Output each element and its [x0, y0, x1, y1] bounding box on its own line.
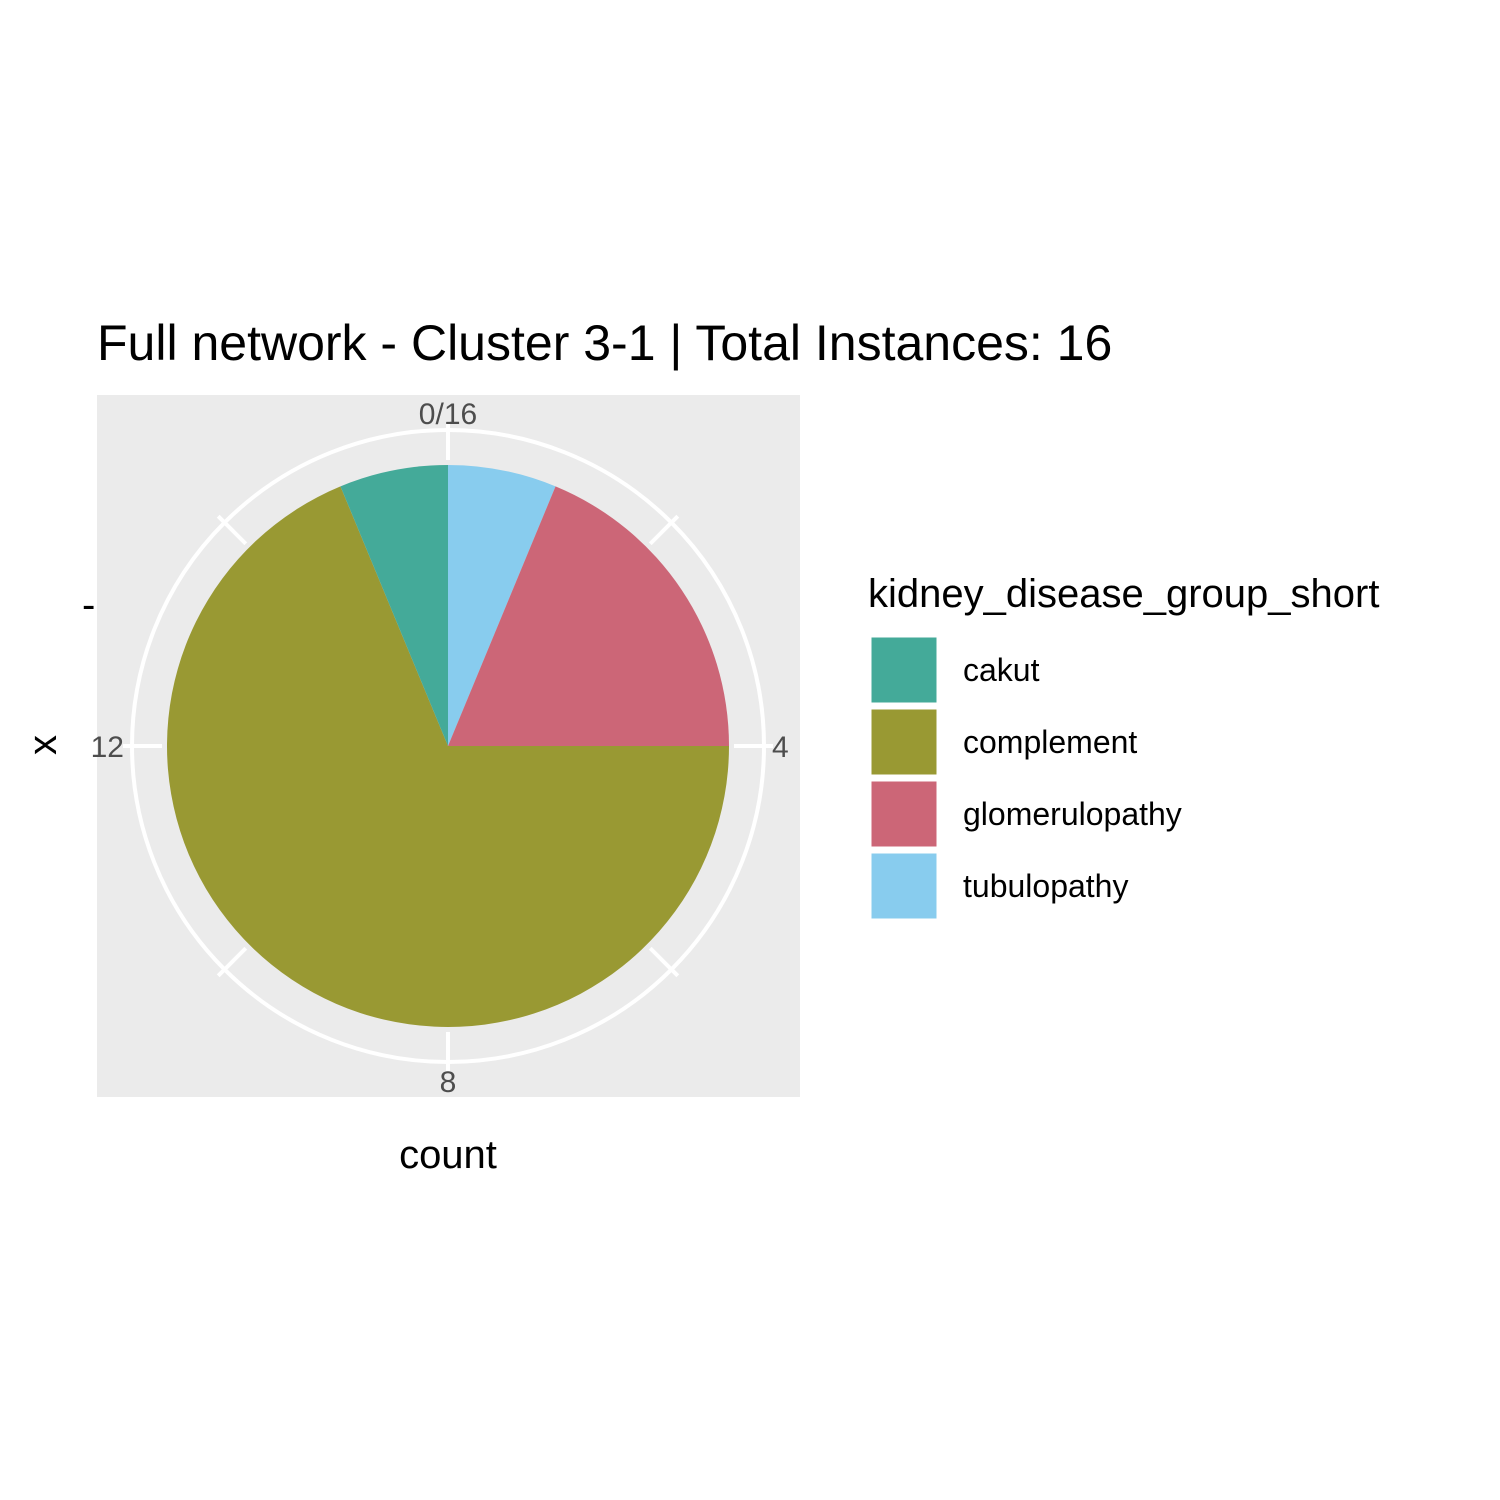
theta-tick-label: 8: [440, 1066, 457, 1099]
grid-spoke: [648, 514, 680, 546]
pie-slice-complement: [166, 486, 729, 1027]
legend-key-cakut: [868, 634, 940, 706]
legend-key-complement: [868, 706, 940, 778]
chart-title: Full network - Cluster 3-1 | Total Insta…: [97, 315, 1112, 371]
theta-ticks: 0/16 4 8 12: [91, 398, 789, 1099]
slices: [166, 465, 729, 1027]
theta-tick-label: 4: [772, 731, 789, 764]
grid: [123, 421, 773, 1071]
theta-tick-label: 12: [91, 731, 124, 764]
theta-tick-label: 0/16: [419, 398, 477, 431]
grid-spoke: [216, 946, 248, 978]
legend-key-tubulopathy: [868, 850, 940, 922]
legend-label-glomerulopathy: glomerulopathy: [963, 796, 1182, 832]
legend-label-cakut: cakut: [963, 652, 1040, 688]
legend-label-tubulopathy: tubulopathy: [963, 868, 1128, 904]
pie-slice-tubulopathy: [448, 465, 556, 746]
pie-slice-glomerulopathy: [448, 486, 729, 746]
legend-label-complement: complement: [963, 724, 1137, 760]
pie-slice-cakut: [340, 465, 448, 746]
grid-spoke: [216, 514, 248, 546]
y-tick-label: -: [82, 583, 95, 627]
legend: cakut complement glomerulopathy tubulopathy: [868, 634, 1182, 922]
y-axis-title: x: [21, 735, 65, 755]
legend-title: kidney_disease_group_short: [868, 572, 1379, 616]
x-axis-title: count: [399, 1133, 497, 1177]
legend-key-glomerulopathy: [868, 778, 940, 850]
grid-spoke: [648, 946, 680, 978]
